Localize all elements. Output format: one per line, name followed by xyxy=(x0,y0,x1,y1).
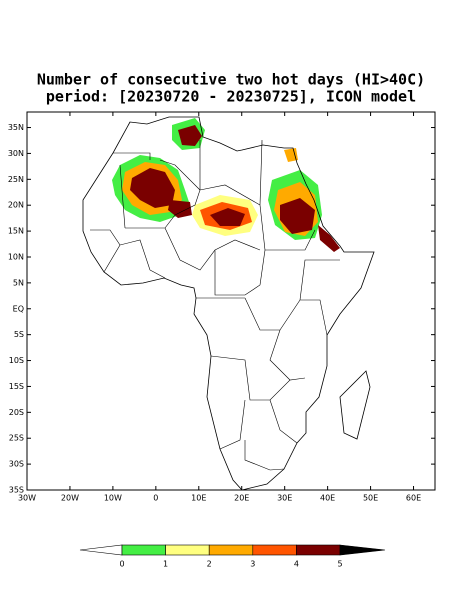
x-tick-label: 20E xyxy=(234,494,249,503)
africa-coastline xyxy=(82,116,375,491)
y-tick-label: 15S xyxy=(9,382,24,391)
x-tick-label: 30W xyxy=(18,494,36,503)
colorbar-label: 1 xyxy=(163,560,168,569)
colorbar-segment xyxy=(252,544,297,556)
x-tick-label: 20W xyxy=(61,494,79,503)
colorbar-label: 4 xyxy=(294,560,299,569)
colorbar-label: 5 xyxy=(337,560,342,569)
y-tick-label: 35N xyxy=(8,123,24,132)
x-tick-label: 50E xyxy=(363,494,378,503)
x-tick-label: 40E xyxy=(320,494,335,503)
y-tick-label: 35S xyxy=(9,486,24,495)
chart-subtitle: period: [20230720 - 20230725], ICON mode… xyxy=(46,88,416,106)
x-tick-label: 10W xyxy=(104,494,122,503)
y-tick-label: 10N xyxy=(8,252,24,261)
y-tick-label: 30N xyxy=(8,149,24,158)
colorbar-segment xyxy=(296,544,341,556)
colorbar-high-triangle xyxy=(339,544,386,556)
colorbar-segment xyxy=(208,544,254,556)
madagascar xyxy=(339,370,371,440)
map-frame xyxy=(26,111,436,491)
colorbar-segment xyxy=(121,544,166,556)
y-tick-label: 15N xyxy=(8,227,24,236)
country-borders xyxy=(90,139,340,471)
y-tick-label: 10S xyxy=(9,356,24,365)
x-tick-label: 60E xyxy=(406,494,421,503)
colorbar-low-triangle xyxy=(79,544,123,556)
y-tick-label: 5S xyxy=(14,330,24,339)
colorbar-label: 2 xyxy=(207,560,212,569)
colorbar-segment xyxy=(165,544,210,556)
y-tick-label: 20N xyxy=(8,201,24,210)
y-tick-label: 5N xyxy=(13,278,24,287)
colorbar-label: 3 xyxy=(250,560,255,569)
y-tick-label: EQ xyxy=(13,304,24,313)
y-tick-label: 25S xyxy=(9,434,24,443)
x-tick-label: 30E xyxy=(277,494,292,503)
chart-title: Number of consecutive two hot days (HI>4… xyxy=(37,71,425,89)
y-tick-label: 25N xyxy=(8,175,24,184)
colorbar-label: 0 xyxy=(119,560,124,569)
hot-day-shading xyxy=(112,118,340,252)
x-tick-label: 0 xyxy=(153,494,158,503)
y-tick-label: 30S xyxy=(9,460,24,469)
y-tick-label: 20S xyxy=(9,408,24,417)
x-tick-label: 10E xyxy=(191,494,206,503)
